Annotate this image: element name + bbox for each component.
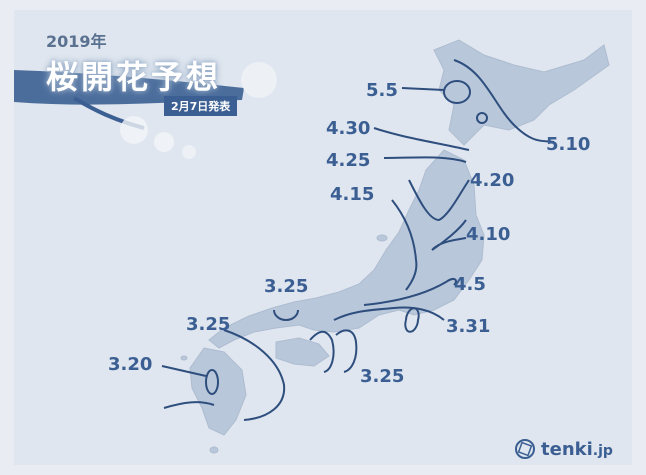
isoline-label-5-10: 5.10	[546, 134, 590, 155]
isoline-4-25	[383, 156, 467, 163]
forecast-year: 2019年	[46, 32, 107, 51]
announcement-date-badge: 2月7日発表	[164, 96, 238, 116]
isoline-4-15	[391, 199, 418, 291]
japan-land	[180, 39, 610, 454]
isoline-label-4-10: 4.10	[466, 224, 510, 245]
isoline-3-31	[333, 306, 445, 321]
shikoku-land	[275, 337, 330, 367]
isoline-5-5-ring	[443, 80, 472, 104]
isoline-4-5	[363, 278, 457, 306]
honshu-land	[208, 149, 485, 349]
isoline-4-10	[431, 219, 467, 251]
isoline-label-3-25-west: 3.25	[186, 314, 230, 335]
tenki-logo: tenki.jp	[514, 438, 613, 460]
isoline-4-20	[408, 179, 470, 222]
isoline-3-20-south	[163, 401, 215, 409]
isoline-label-3-25-chugoku: 3.25	[264, 276, 308, 297]
isoline-3-25-west	[223, 329, 286, 421]
isoline-label-3-31: 3.31	[446, 316, 490, 337]
isoline-label-3-20: 3.20	[108, 354, 152, 375]
logo-brand-name: tenki	[541, 438, 593, 460]
map-frame: 5.5 5.10 4.30 4.25 4.20 4.15 4.10 4.5 3.…	[14, 10, 632, 465]
tenki-logo-icon	[515, 439, 535, 459]
sakura-branch-icon	[14, 62, 277, 159]
isoline-3-25-chugoku	[273, 309, 299, 321]
isoline-3-25-kinki	[309, 329, 358, 373]
isoline-5-10	[453, 59, 555, 143]
isoline-label-4-30: 4.30	[326, 118, 370, 139]
logo-text: tenki.jp	[541, 439, 613, 460]
kyushu-land	[189, 347, 247, 436]
isoline-3-20	[205, 369, 220, 395]
isoline-label-3-25-kanto: 3.25	[360, 366, 404, 387]
bloom-forecast-map: 5.5 5.10 4.30 4.25 4.20 4.15 4.10 4.5 3.…	[14, 39, 610, 454]
isoline-label-4-25: 4.25	[326, 150, 370, 171]
isoline-label-4-5: 4.5	[454, 274, 486, 295]
isoline-3-20-leader	[161, 365, 207, 377]
isoline-4-30	[373, 127, 470, 151]
isolines	[161, 59, 555, 421]
isoline-5-5-dot	[476, 112, 488, 124]
isoline-label-4-15: 4.15	[330, 184, 374, 205]
page-title: 桜開花予想	[46, 58, 222, 96]
logo-brand-suffix: .jp	[592, 442, 613, 459]
isoline-label-4-20: 4.20	[470, 170, 514, 191]
isoline-5-5-leader	[401, 87, 445, 91]
isoline-label-5-5: 5.5	[366, 80, 398, 101]
hokkaido-land	[433, 39, 610, 146]
isoline-3-25-kanto	[404, 307, 420, 333]
